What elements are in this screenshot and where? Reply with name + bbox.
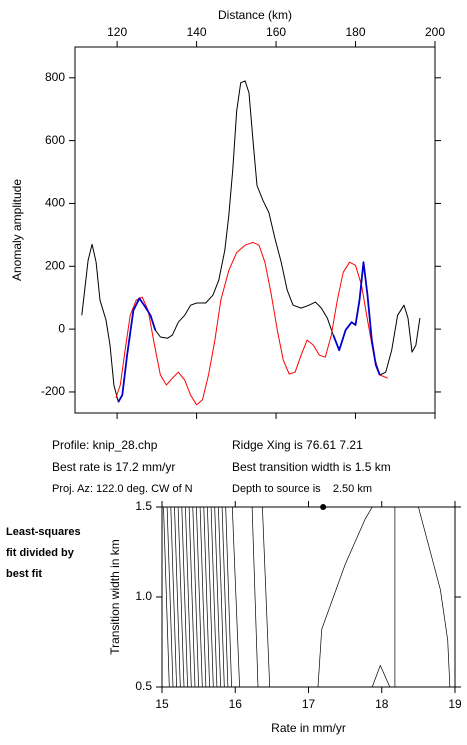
contour-line	[199, 506, 207, 688]
plot-frame	[74, 46, 436, 414]
y-tick-label: 600	[45, 133, 65, 147]
data-line	[115, 241, 388, 406]
y-tick-label: 1.5	[135, 499, 152, 513]
side-label: best fit	[6, 568, 42, 580]
x-tick-label: 15	[155, 697, 169, 711]
contour-line	[174, 506, 181, 688]
data-line	[81, 80, 421, 403]
contour-line	[181, 506, 188, 688]
contour-line	[231, 506, 240, 688]
y-tick-label: 0	[58, 321, 65, 335]
y-tick-label: 0.5	[135, 679, 152, 693]
contour-line	[192, 506, 199, 688]
x-tick-label: 18	[375, 697, 389, 711]
contour-line	[207, 506, 214, 688]
x-tick-label: 180	[346, 25, 366, 39]
info-text: Depth to source is 2.50 km	[232, 483, 372, 495]
side-label: Least-squares	[6, 526, 81, 538]
contour-line	[210, 506, 218, 688]
plot-frame	[161, 506, 456, 688]
x-tick-label: 140	[187, 25, 207, 39]
y-tick-label: 200	[45, 258, 65, 272]
contour-line	[225, 506, 232, 688]
contour-line	[163, 506, 170, 688]
contour-line	[371, 665, 391, 688]
x-tick-label: 17	[302, 697, 316, 711]
contour-line	[170, 506, 177, 688]
y-tick-label: 1.0	[135, 589, 152, 603]
x-tick-label: 16	[229, 697, 243, 711]
y-tick-label: 800	[45, 70, 65, 84]
x-tick-label: 19	[448, 697, 462, 711]
x-tick-label: 200	[425, 25, 445, 39]
contour-line	[418, 506, 451, 688]
x-tick-label: 160	[266, 25, 286, 39]
contour-line	[262, 506, 271, 688]
contour-line	[196, 506, 203, 688]
side-label: fit divided by	[6, 547, 75, 559]
contour-line	[317, 506, 373, 688]
best-fit-point	[320, 504, 327, 510]
contour-line	[166, 506, 174, 688]
x-tick-label: 120	[107, 25, 127, 39]
contour-line	[203, 506, 210, 688]
data-line	[117, 261, 381, 403]
y-axis-label: Anomaly amplitude	[10, 179, 24, 281]
info-text: Best transition width is 1.5 km	[232, 460, 391, 474]
contour-line	[214, 506, 221, 688]
contour-line	[218, 506, 225, 688]
contour-line	[221, 506, 229, 688]
info-text: Profile: knip_28.chp	[52, 438, 158, 452]
info-text: Proj. Az: 122.0 deg. CW of N	[52, 483, 193, 495]
y-axis-label: Transition width in km	[108, 539, 122, 655]
info-text: Best rate is 17.2 mm/yr	[52, 460, 175, 474]
contour-line	[177, 506, 185, 688]
x-axis-label: Distance (km)	[218, 8, 292, 22]
contour-line	[251, 506, 259, 688]
info-text: Ridge Xing is 76.61 7.21	[232, 438, 363, 452]
contour-line	[185, 506, 192, 688]
y-tick-label: 400	[45, 196, 65, 210]
y-tick-label: -200	[41, 384, 65, 398]
contour-line	[188, 506, 196, 688]
x-axis-label: Rate in mm/yr	[271, 721, 346, 735]
